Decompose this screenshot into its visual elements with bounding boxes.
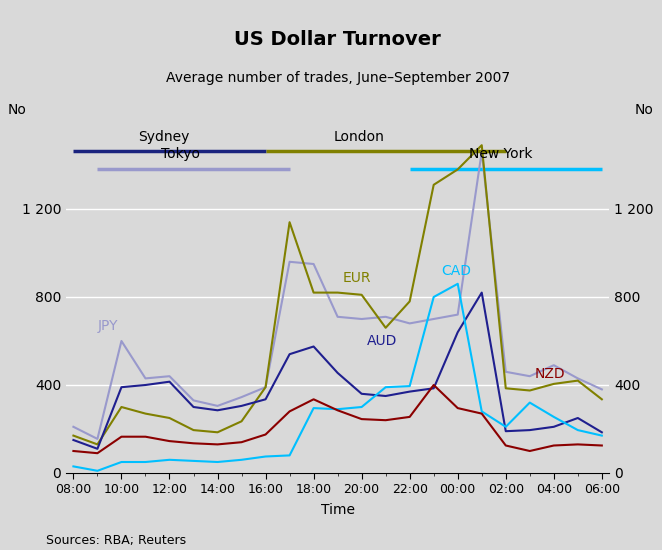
Text: JPY: JPY	[97, 319, 118, 333]
Text: US Dollar Turnover: US Dollar Turnover	[234, 30, 441, 50]
Title: Average number of trades, June–September 2007: Average number of trades, June–September…	[166, 71, 510, 85]
Text: NZD: NZD	[535, 367, 565, 381]
Text: Sydney: Sydney	[138, 130, 189, 144]
Text: London: London	[334, 130, 385, 144]
Text: EUR: EUR	[342, 271, 371, 284]
Text: CAD: CAD	[441, 264, 471, 278]
X-axis label: Time: Time	[320, 503, 355, 518]
Text: Sources: RBA; Reuters: Sources: RBA; Reuters	[46, 534, 187, 547]
Text: AUD: AUD	[367, 334, 397, 348]
Text: No: No	[635, 103, 654, 118]
Text: No: No	[8, 103, 26, 118]
Text: New York: New York	[469, 147, 532, 162]
Text: Tokyo: Tokyo	[161, 147, 200, 162]
